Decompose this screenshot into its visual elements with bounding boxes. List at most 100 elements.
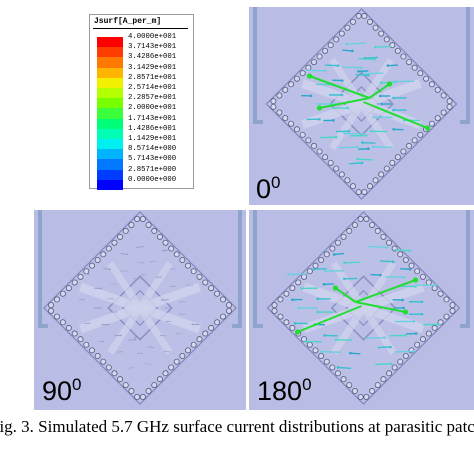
legend-value-label: 3.1429e+001 <box>128 63 177 72</box>
current-arrow <box>342 66 362 69</box>
current-arrow <box>163 249 171 252</box>
strong-current-arrow <box>319 97 370 109</box>
current-arrow <box>393 249 410 252</box>
current-arrow <box>116 351 123 353</box>
legend-value-label: 1.1429e+001 <box>128 135 177 143</box>
current-arrow <box>136 261 143 264</box>
antenna-geometry <box>253 210 470 405</box>
current-distribution-panel-90deg: 900 <box>34 210 246 410</box>
strong-current-arrow <box>297 305 362 333</box>
current-arrow <box>358 57 375 60</box>
current-arrow <box>136 352 142 355</box>
strong-current-arrow <box>355 301 406 313</box>
phase-angle-value: 0 <box>256 174 272 204</box>
legend-value-label: 8.5714e+000 <box>128 145 177 154</box>
legend-swatch <box>97 128 123 140</box>
current-arrow <box>394 350 414 353</box>
current-distribution-panel-0deg: 00 <box>249 7 474 205</box>
legend-swatch <box>97 57 123 69</box>
current-distribution-panel-180deg: 1800 <box>249 210 474 410</box>
current-arrow <box>377 346 391 349</box>
legend-value-label: 3.4286e+001 <box>128 53 177 62</box>
current-arrow <box>400 267 411 270</box>
current-arrow <box>98 340 104 343</box>
current-arrow <box>149 346 155 349</box>
current-vector-field <box>301 42 431 165</box>
legend-swatch <box>97 108 123 120</box>
current-arrow <box>350 352 361 355</box>
patch-antenna-plot-90deg <box>38 210 242 405</box>
patch-antenna-plot-180deg <box>253 210 470 405</box>
legend-swatch <box>97 47 123 58</box>
phase-angle-value: 90 <box>42 376 73 406</box>
current-arrow <box>375 362 392 366</box>
legend-title: Jsurf[A_per_m] <box>94 17 162 26</box>
current-arrow <box>306 69 326 72</box>
legend-value-label: 2.8571e+000 <box>128 165 177 174</box>
degree-superscript: 0 <box>271 173 281 192</box>
color-scale-legend: Jsurf[A_per_m] 4.0000e+001 3.7143e+001 3.4… <box>89 14 194 191</box>
current-arrow <box>127 367 134 369</box>
figure-caption: Fig. 3. Simulated 5.7 GHz surface curren… <box>0 417 474 436</box>
current-arrow <box>164 350 172 353</box>
degree-superscript: 0 <box>302 375 312 394</box>
current-arrow <box>137 246 145 248</box>
current-arrow <box>145 363 152 365</box>
legend-value-label: 1.4286e+001 <box>128 124 177 133</box>
current-arrow <box>357 158 374 161</box>
current-arrow <box>150 260 157 263</box>
legend-swatch <box>97 88 123 99</box>
current-arrow <box>325 64 339 67</box>
current-arrow <box>120 253 128 255</box>
current-vector-field <box>287 245 441 370</box>
current-arrow <box>103 268 111 270</box>
current-arrow <box>373 146 393 149</box>
legend-value-label: 3.7143e+001 <box>128 43 177 52</box>
current-arrow <box>120 270 127 272</box>
current-arrow <box>321 350 341 353</box>
current-arrow <box>334 252 345 256</box>
legend-swatch <box>97 159 123 171</box>
legend-swatch <box>97 37 123 48</box>
legend-value-label: 2.0000e+001 <box>128 104 177 113</box>
legend-value-label: 5.7143e+000 <box>128 155 177 164</box>
current-vector-field <box>78 246 200 369</box>
legend-swatch <box>97 67 123 79</box>
legend-value-label: 2.5714e+001 <box>128 84 177 92</box>
current-arrow <box>170 268 177 270</box>
legend-value-label: 2.2857e+001 <box>128 94 177 103</box>
current-arrow <box>380 260 394 263</box>
phase-angle-label-90deg: 900 <box>42 375 82 406</box>
current-arrow <box>387 64 398 67</box>
current-arrow <box>370 273 381 276</box>
current-arrow <box>375 45 392 48</box>
legend-swatch <box>97 179 123 191</box>
current-arrow <box>338 146 358 149</box>
phase-angle-label-180deg: 1800 <box>257 375 312 406</box>
legend-value-label: 2.8571e+001 <box>128 73 177 82</box>
current-arrow <box>362 141 376 144</box>
strong-current-arrow <box>309 75 370 99</box>
legend-value-label: 4.0000e+001 <box>128 33 177 41</box>
current-arrow <box>358 148 369 151</box>
current-arrow <box>305 340 322 343</box>
current-arrow <box>364 56 379 59</box>
legend-swatch <box>97 98 123 109</box>
current-arrow <box>342 49 353 52</box>
current-arrow <box>320 136 337 139</box>
current-arrow <box>313 267 327 270</box>
antenna-geometry <box>38 210 242 405</box>
legend-value-label: 1.7143e+001 <box>128 114 177 123</box>
current-arrow <box>288 273 308 276</box>
antenna-geometry <box>253 7 470 200</box>
degree-superscript: 0 <box>72 375 82 394</box>
current-arrow <box>83 273 90 275</box>
patch-antenna-plot-0deg <box>253 7 470 200</box>
strong-current-arrow <box>368 83 391 99</box>
legend-swatch <box>97 139 123 150</box>
strong-current-arrow <box>355 279 416 303</box>
current-arrow <box>337 366 352 370</box>
phase-angle-value: 180 <box>257 376 303 406</box>
strong-current-arrow <box>363 101 428 129</box>
current-arrow <box>349 162 363 165</box>
